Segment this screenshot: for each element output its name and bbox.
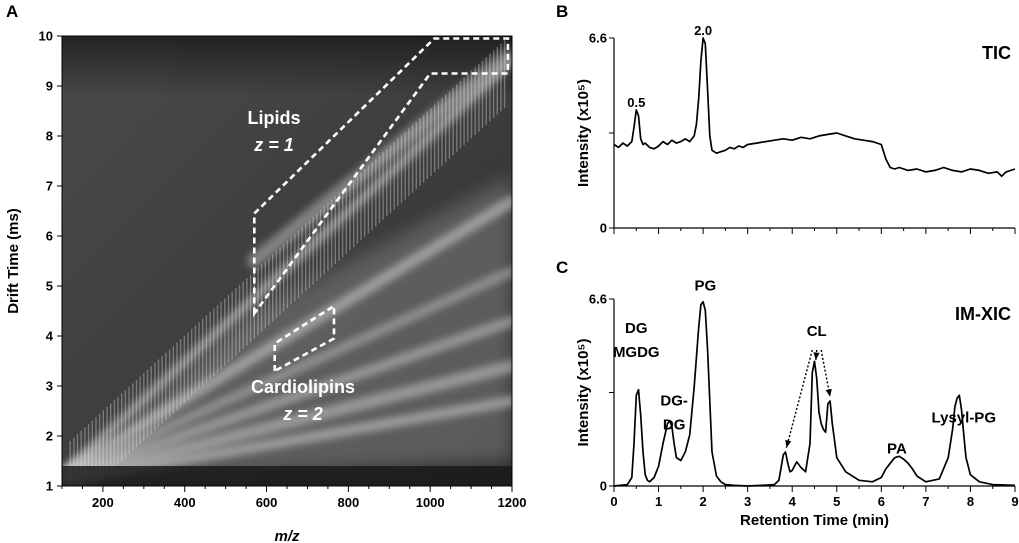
cl-arrow-head	[785, 439, 792, 448]
peak-label: Lysyl-PG	[932, 409, 996, 426]
y-tick-label: 3	[46, 379, 53, 394]
x-tick-label: 7	[922, 494, 929, 509]
x-tick-label: 800	[338, 495, 360, 510]
x-tick-label: 3	[744, 494, 751, 509]
x-tick-label: 1000	[416, 495, 445, 510]
panel-b-letter: B	[556, 2, 568, 21]
x-tick-label: 9	[1011, 494, 1018, 509]
chart-title: IM-XIC	[955, 304, 1011, 324]
cl-arrow-head	[813, 352, 820, 360]
y-tick-label: 9	[46, 79, 53, 94]
y-tick-label: 4	[46, 329, 54, 344]
series-line	[613, 300, 1016, 487]
y-axis-title: Intensity (x10⁵)	[575, 339, 592, 447]
panel-a-heatmap: Lipids z = 1 Cardiolipins z = 2 1 2 3 4 5 6 7 8 9 10…	[5, 29, 526, 543]
heatmap-trend-band	[247, 49, 512, 268]
peak-label: PA	[887, 440, 907, 457]
peak-label: MGDG	[613, 344, 660, 361]
cardiolipins-charge-label: z = 2	[282, 404, 323, 424]
heatmap-image	[62, 36, 512, 486]
y-tick-label: 6.6	[589, 31, 607, 46]
y-axis-title: Intensity (x10⁵)	[575, 79, 592, 187]
x-tick-label: 400	[174, 495, 196, 510]
x-tick-label: 600	[256, 495, 278, 510]
heatmap-trend-band	[62, 360, 512, 485]
panel-b-tic-chart: 0 6.6 Intensity (x10⁵) TIC 0.5 2.0	[575, 23, 1016, 236]
y-tick-label: 10	[39, 29, 53, 44]
panel-c-letter: C	[556, 258, 568, 277]
y-tick-label: 0	[600, 479, 607, 494]
panel-c-imxic-chart: 0 6.6 0 1 2 3 4 5 6 7 8 9 Retention Time (min) Intens…	[575, 278, 1019, 530]
heatmap-streaks	[69, 40, 506, 486]
x-tick-label: 2	[699, 494, 706, 509]
y-tick-label: 2	[46, 429, 53, 444]
peak-label: 0.5	[627, 95, 645, 110]
peak-label: DG	[663, 416, 686, 433]
y-tick-label: 6.6	[589, 292, 607, 307]
y-tick-label: 8	[46, 129, 53, 144]
peak-label: 2.0	[694, 23, 712, 38]
x-tick-label: 1200	[498, 495, 527, 510]
x-axis-title: Retention Time (min)	[740, 512, 889, 529]
chart-title: TIC	[982, 43, 1011, 63]
y-tick-label: 5	[46, 279, 53, 294]
series-line	[613, 37, 1016, 178]
cardiolipins-region-outline	[273, 303, 336, 374]
y-axis-title: Drift Time (ms)	[5, 208, 22, 314]
x-axis-title: m/z	[274, 528, 300, 543]
x-tick-label: 200	[92, 495, 114, 510]
x-tick-label: 8	[967, 494, 974, 509]
x-tick-label: 6	[878, 494, 885, 509]
heatmap-trend-band	[62, 266, 512, 478]
peak-label: DG-	[660, 392, 688, 409]
y-tick-label: 6	[46, 229, 53, 244]
lipids-region-outline	[253, 37, 510, 318]
x-tick-label: 4	[789, 494, 797, 509]
peak-label: PG	[694, 278, 716, 295]
peak-label: DG	[625, 320, 648, 337]
lipids-charge-label: z = 1	[253, 135, 294, 155]
x-tick-label: 5	[833, 494, 840, 509]
panel-a-letter: A	[6, 2, 18, 21]
heatmap-trend-band	[62, 195, 512, 477]
heatmap-trend-band	[62, 57, 512, 475]
lipids-region-label: Lipids	[248, 108, 301, 128]
peak-label: CL	[807, 323, 827, 340]
cl-arrow-line	[785, 349, 813, 448]
x-tick-label: 1	[655, 494, 662, 509]
cardiolipins-region-label: Cardiolipins	[251, 377, 355, 397]
y-tick-label: 7	[46, 179, 53, 194]
y-tick-label: 0	[600, 221, 607, 236]
cl-arrow-head	[825, 388, 832, 397]
y-tick-label: 1	[46, 479, 53, 494]
heatmap-trend-band	[62, 316, 512, 481]
x-tick-label: 0	[610, 494, 617, 509]
